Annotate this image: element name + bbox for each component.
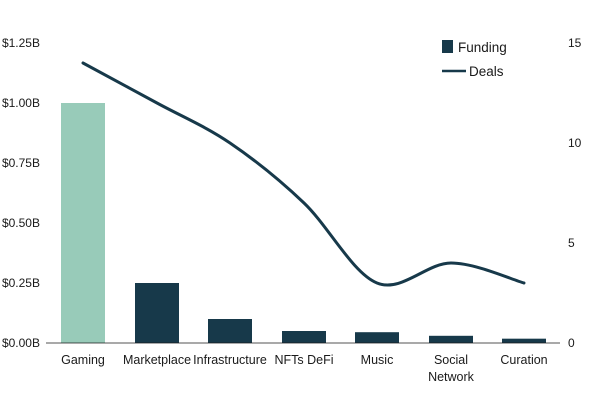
funding-bar [282, 331, 326, 343]
right-tick-label: 15 [568, 36, 582, 50]
deals-line [81, 61, 526, 287]
funding-bar [355, 332, 399, 343]
legend-funding-label: Funding [458, 40, 507, 55]
left-tick-label: $0.25B [2, 276, 40, 290]
funding-bar [135, 283, 179, 343]
right-tick-label: 10 [568, 136, 582, 150]
category-label: Network [428, 370, 475, 384]
deals-line-series [81, 61, 526, 287]
left-tick-label: $1.25B [2, 36, 40, 50]
funding-bar [61, 103, 105, 343]
legend-deals-label: Deals [469, 64, 504, 79]
left-tick-label: $1.00B [2, 96, 40, 110]
left-axis: $0.00B $0.25B $0.50B $0.75B $1.00B $1.25B [2, 36, 40, 350]
funding-bars [61, 103, 546, 343]
right-tick-label: 0 [568, 336, 575, 350]
funding-bar [502, 338, 546, 343]
category-label: Music [361, 353, 394, 367]
category-label: Infrastructure [193, 353, 267, 367]
category-label: Marketplace [123, 353, 191, 367]
category-label: Curation [500, 353, 547, 367]
category-label: NFTs DeFi [274, 353, 333, 367]
x-axis-categories: Gaming Marketplace Infrastructure NFTs DeFi… [61, 353, 548, 384]
left-tick-label: $0.75B [2, 156, 40, 170]
funding-bar [208, 319, 252, 343]
left-tick-label: $0.50B [2, 216, 40, 230]
left-tick-label: $0.00B [2, 336, 40, 350]
right-tick-label: 5 [568, 236, 575, 250]
right-axis: 0 5 10 15 [568, 36, 582, 350]
category-label: Social [434, 353, 468, 367]
category-label: Gaming [61, 353, 105, 367]
legend: Funding Deals [442, 40, 507, 79]
funding-bar [429, 335, 473, 343]
legend-funding-swatch [442, 40, 453, 53]
